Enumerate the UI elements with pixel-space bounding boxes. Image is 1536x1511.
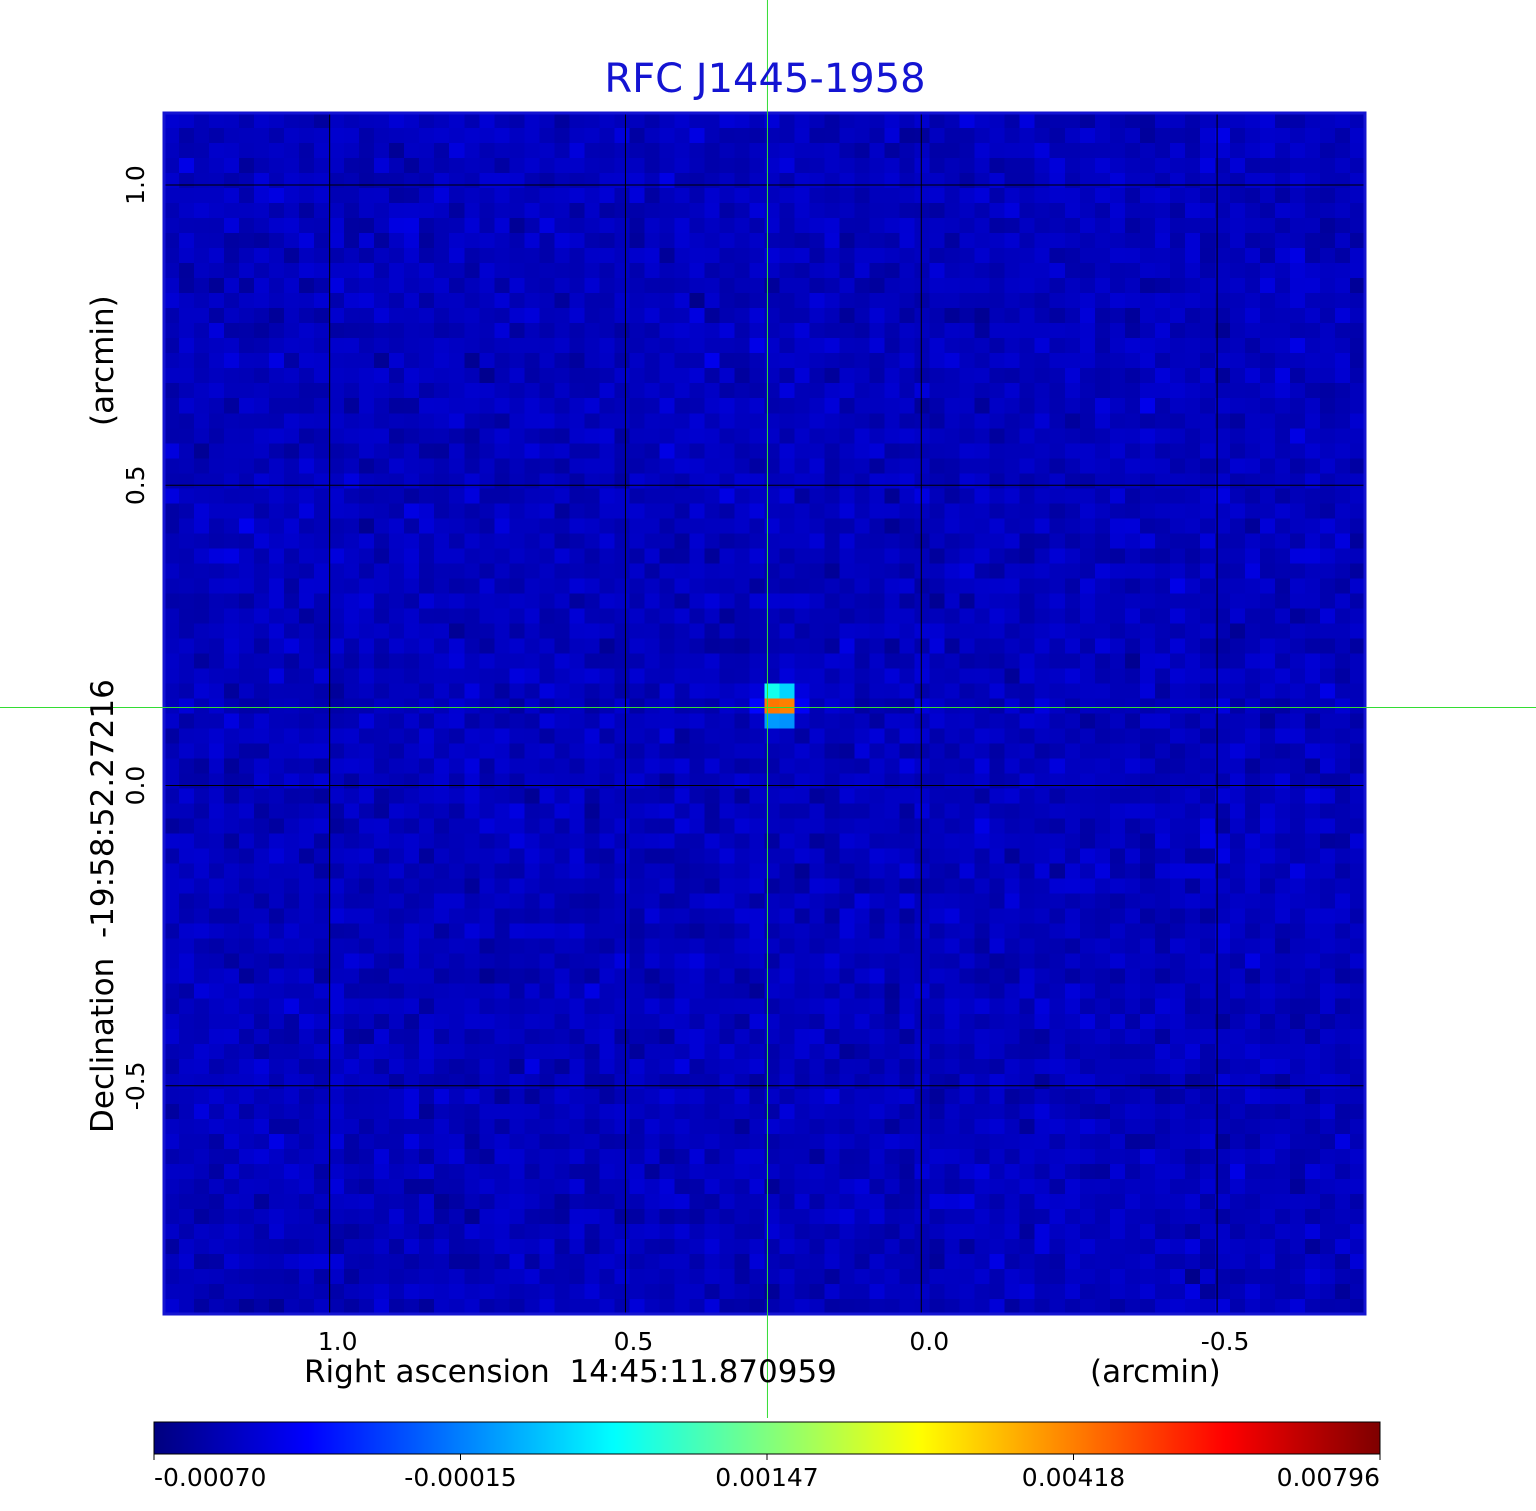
chart-title: RFC J1445-1958 xyxy=(604,56,925,102)
x-tick-labels: 1.0 0.5 0.0 -0.5 xyxy=(318,1327,1250,1356)
crosshair xyxy=(0,0,1536,1418)
x-tick-label: 1.0 xyxy=(318,1327,358,1356)
y-tick-labels: 1.0 0.5 0.0 -0.5 xyxy=(121,165,150,1110)
y-tick-label: 0.5 xyxy=(121,465,150,505)
colorbar xyxy=(154,1422,1380,1454)
colorbar-tick-label: -0.00015 xyxy=(404,1463,516,1492)
x-tick-label: 0.0 xyxy=(909,1327,949,1356)
x-axis-unit: (arcmin) xyxy=(1090,1354,1221,1390)
y-tick-label: 1.0 xyxy=(121,165,150,205)
x-tick-label: 0.5 xyxy=(614,1327,654,1356)
y-axis-label: Declination -19:58:52.27216 xyxy=(85,679,121,1133)
x-tick-label: -0.5 xyxy=(1201,1327,1250,1356)
colorbar-ticks: -0.00070 -0.00015 0.00147 0.00418 0.00796 xyxy=(153,1454,1381,1492)
grid-lines xyxy=(164,113,1365,1314)
colorbar-tick-label: 0.00418 xyxy=(1022,1463,1125,1492)
x-axis-label: Right ascension 14:45:11.870959 xyxy=(304,1354,837,1390)
y-axis-unit: (arcmin) xyxy=(85,295,121,426)
y-tick-label: 0.0 xyxy=(121,766,150,806)
colorbar-tick-label: 0.00147 xyxy=(715,1463,818,1492)
colorbar-tick-label: -0.00070 xyxy=(154,1463,266,1492)
plot-frame xyxy=(162,111,1367,1316)
heatmap-image xyxy=(164,113,1365,1314)
colorbar-tick-label: 0.00796 xyxy=(1277,1463,1380,1492)
y-tick-label: -0.5 xyxy=(121,1061,150,1110)
colorbar-frame xyxy=(153,1421,1381,1455)
